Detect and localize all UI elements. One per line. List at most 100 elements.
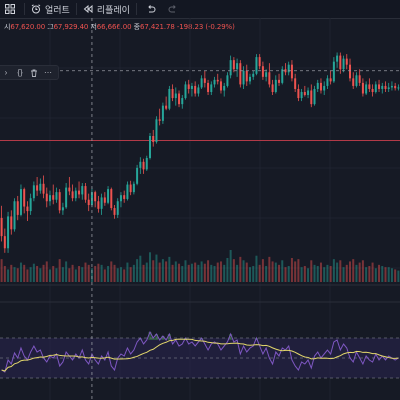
candle-body — [94, 192, 97, 202]
volume-bar — [149, 252, 151, 282]
candle-body — [103, 197, 106, 203]
candle-body — [345, 58, 348, 65]
candle-body — [313, 88, 316, 105]
volume-bar — [116, 268, 119, 282]
low-value: 66,666.00 — [96, 23, 132, 31]
volume-bar — [200, 261, 203, 282]
volume-bar — [190, 263, 193, 282]
candle-body — [303, 92, 306, 96]
candle-body — [365, 84, 368, 94]
volume-bar — [239, 256, 242, 282]
volume-bar — [319, 262, 322, 282]
volume-bar — [394, 269, 397, 282]
volume-bar — [329, 266, 332, 282]
volume-bar — [368, 266, 371, 282]
volume-bar — [378, 264, 381, 282]
volume-bar — [42, 264, 45, 282]
candle-body — [168, 88, 171, 109]
candle-body — [284, 69, 287, 73]
candle-body — [249, 76, 251, 82]
candle-body — [0, 217, 3, 237]
layout-grid-icon[interactable] — [2, 1, 18, 17]
volume-bar — [171, 264, 174, 282]
volume-bar — [316, 266, 319, 282]
volume-bar — [310, 260, 313, 282]
volume-bar — [58, 259, 61, 282]
volume-bar — [152, 260, 155, 282]
volume-bar — [384, 267, 387, 282]
candle-body — [294, 78, 297, 89]
volume-bar — [100, 264, 103, 282]
volume-bar — [39, 268, 42, 282]
candle-body — [245, 70, 248, 82]
volume-bars — [0, 250, 400, 282]
candle-body — [236, 63, 239, 70]
candle-body — [361, 82, 364, 94]
candle-body — [19, 189, 22, 215]
price-chart[interactable] — [0, 18, 400, 400]
volume-bar — [119, 267, 122, 282]
volume-bar — [49, 269, 51, 282]
toolbar-divider — [24, 3, 25, 15]
candle-body — [197, 87, 200, 94]
candle-body — [110, 189, 113, 209]
volume-bar — [236, 264, 239, 282]
volume-bar — [36, 266, 39, 282]
candle-body — [61, 207, 64, 211]
candle-body — [310, 90, 313, 105]
candle-body — [126, 184, 129, 199]
candle-body — [355, 75, 358, 86]
volume-bar — [287, 266, 290, 282]
trash-icon[interactable] — [29, 68, 39, 78]
candle-body — [216, 79, 219, 82]
rsi-ma-line — [1, 338, 399, 372]
candle-body — [368, 84, 371, 89]
candle-body — [342, 58, 345, 70]
alarm-clock-icon — [31, 4, 41, 14]
volume-bar — [397, 270, 400, 282]
candle-body — [336, 55, 339, 62]
series-legend-tools: › {} ⋯ — [0, 65, 59, 80]
volume-bar — [29, 267, 32, 282]
volume-bar — [207, 260, 210, 282]
volume-bar — [374, 268, 377, 282]
candle-body — [52, 195, 55, 200]
undo-icon[interactable] — [143, 1, 159, 17]
open-key: 시 — [4, 23, 11, 31]
volume-bar — [19, 262, 22, 282]
candle-body — [229, 60, 232, 76]
candle-body — [58, 192, 61, 211]
alert-button[interactable]: 얼러트 — [31, 3, 70, 16]
volume-bar — [23, 264, 26, 282]
candle-body — [136, 167, 139, 184]
candle-body — [374, 84, 377, 92]
settings-icon[interactable]: {} — [17, 68, 23, 77]
replay-button[interactable]: 리플레이 — [83, 3, 130, 16]
volume-bar — [52, 266, 55, 282]
volume-bar — [361, 260, 364, 282]
candle-body — [290, 64, 293, 79]
volume-bar — [81, 267, 84, 282]
redo-glyph — [168, 5, 176, 13]
candle-body — [326, 78, 329, 86]
more-icon[interactable]: ⋯ — [44, 68, 52, 77]
volume-bar — [258, 264, 261, 282]
volume-bar — [165, 261, 168, 282]
volume-bar — [313, 264, 316, 282]
candle-body — [358, 75, 361, 83]
volume-bar — [252, 266, 255, 282]
candle-body — [165, 105, 168, 109]
volume-bar — [339, 260, 342, 282]
chart-arrow-icon[interactable]: › — [4, 68, 8, 77]
alert-label: 얼러트 — [45, 4, 70, 15]
candle-body — [129, 184, 132, 193]
toolbar-divider — [75, 3, 77, 15]
candle-body — [81, 186, 84, 195]
candle-body — [74, 190, 77, 199]
candle-body — [258, 57, 261, 67]
volume-bar — [74, 269, 77, 282]
candle-body — [329, 78, 332, 82]
redo-icon[interactable] — [165, 1, 181, 17]
volume-bar — [387, 267, 390, 282]
volume-bar — [261, 259, 264, 282]
